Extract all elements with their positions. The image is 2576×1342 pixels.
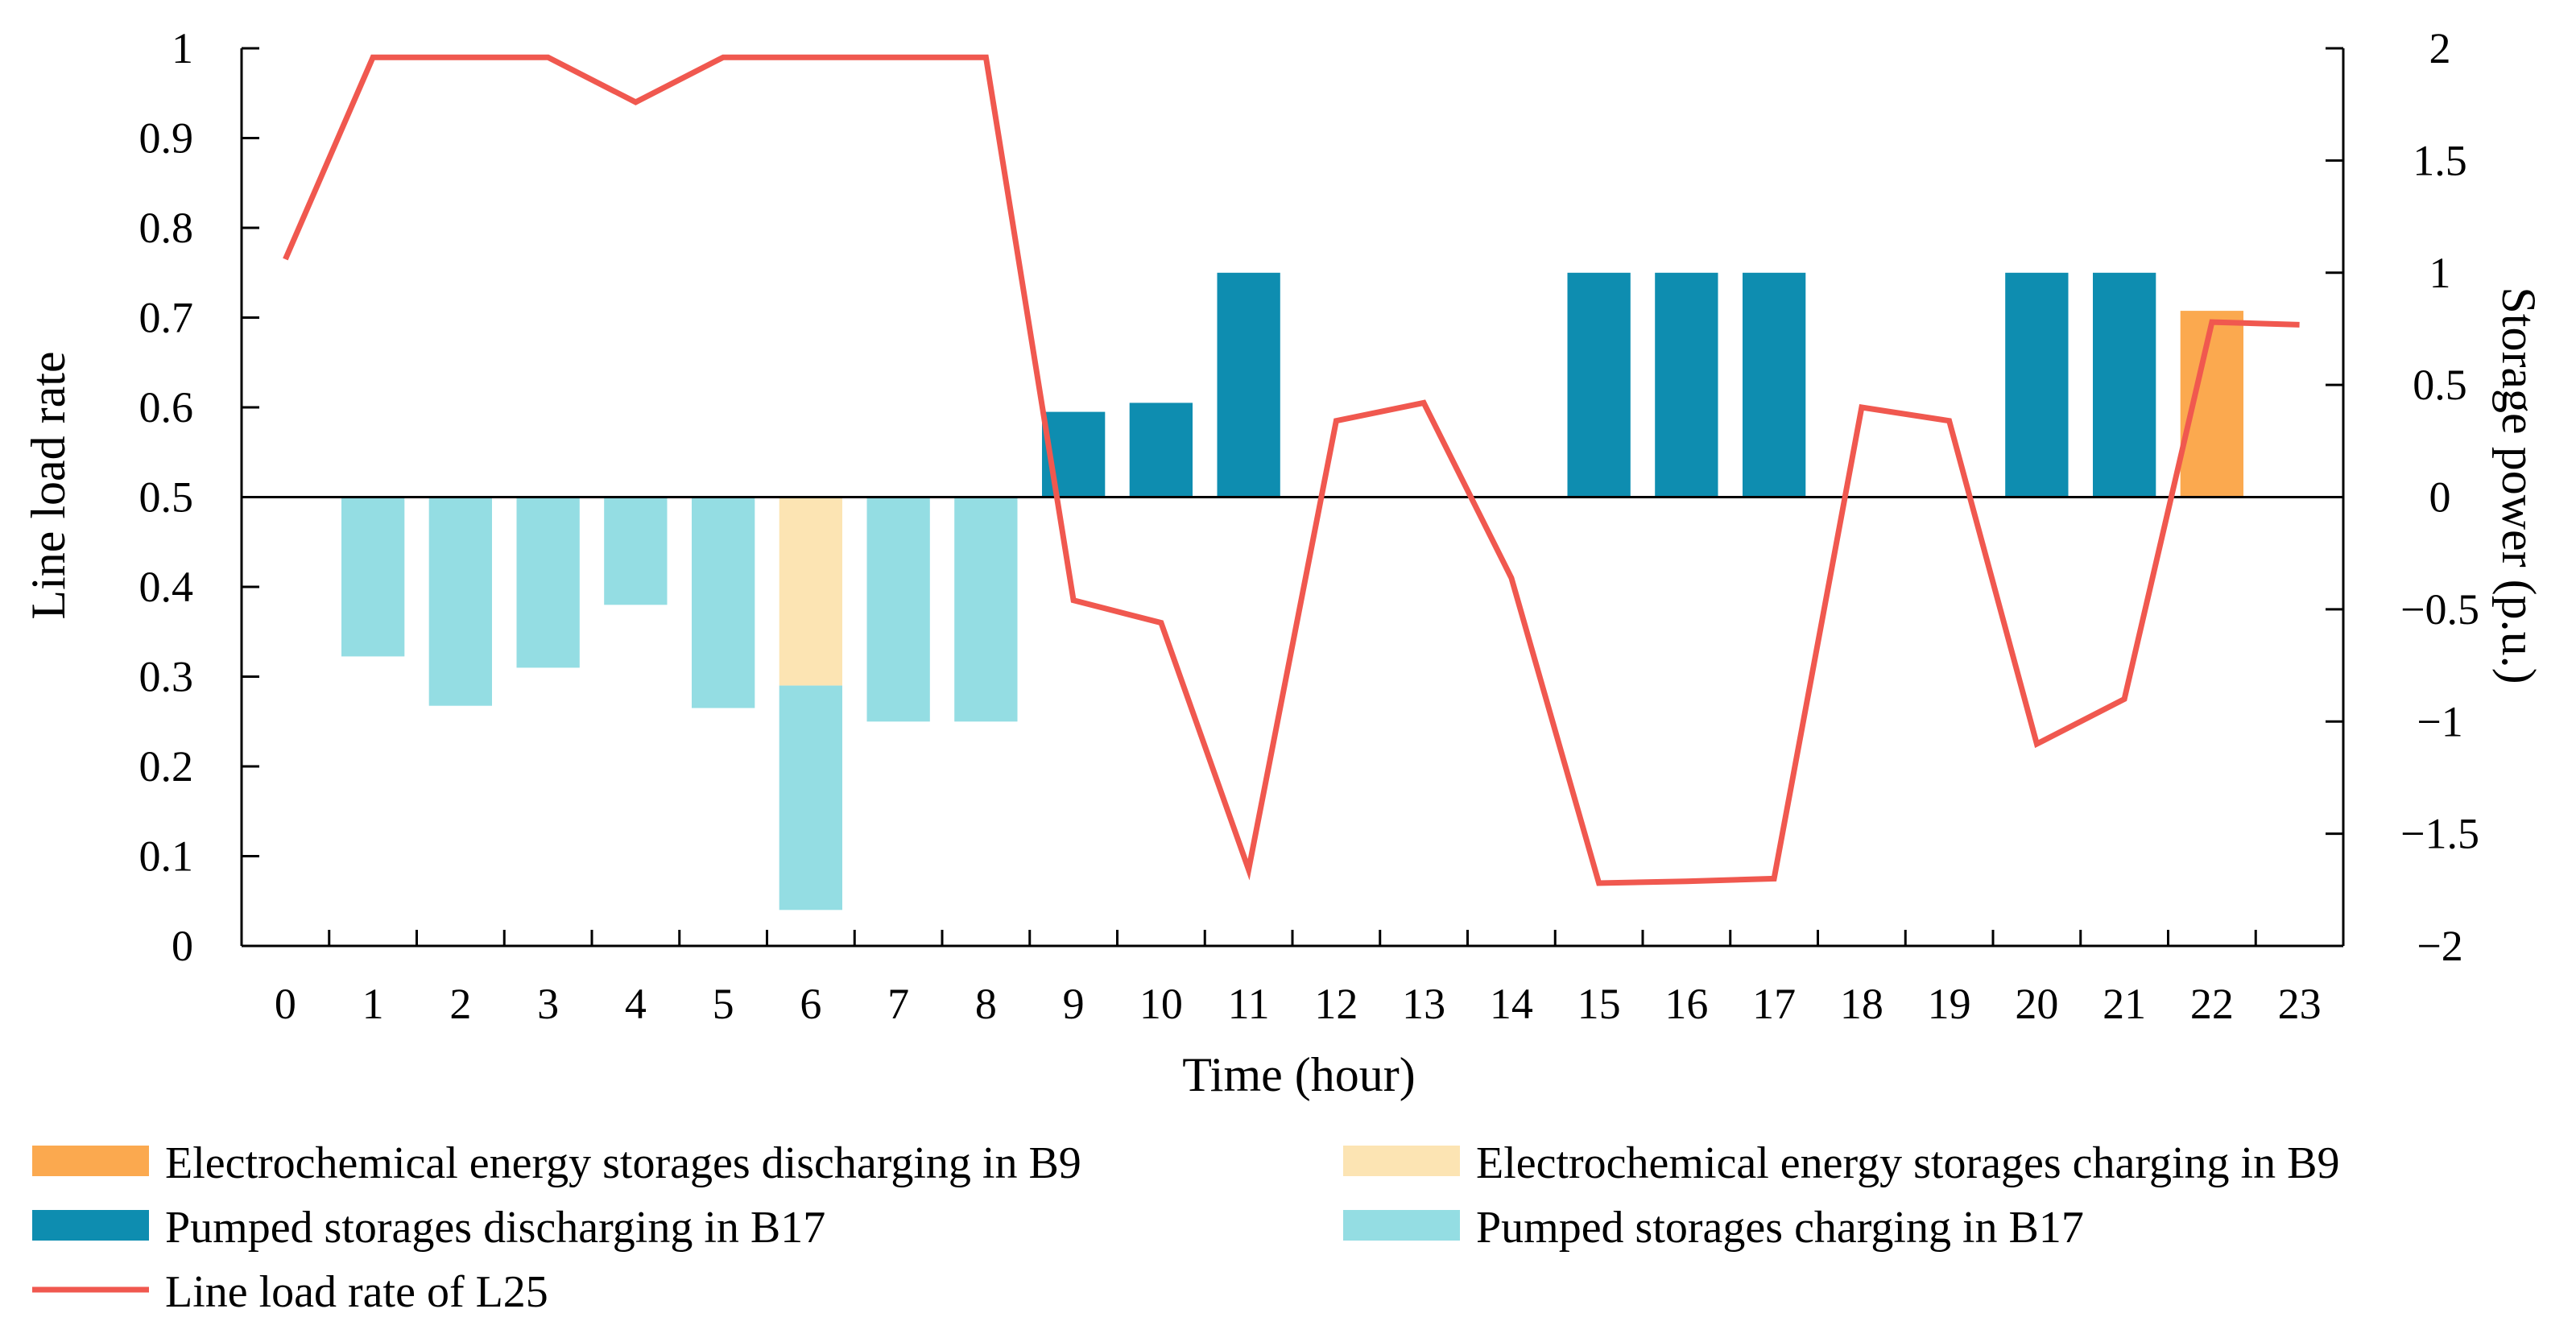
bar-electrochemical-energy-storages-discharging-in-b9-h22	[2180, 311, 2243, 498]
bar-pumped-storages-discharging-in-b17-h10	[1129, 403, 1193, 498]
legend-swatch-electrochemical-energy-storages-charging-in-b9	[1343, 1146, 1460, 1176]
legend-label-electrochemical-energy-storages-charging-in-b9: Electrochemical energy storages charging…	[1476, 1138, 2339, 1188]
y-right-tick-label: 0	[2429, 473, 2451, 522]
y-left-tick-label: 1	[172, 24, 193, 72]
bar-pumped-storages-discharging-in-b17-h17	[1743, 272, 1806, 498]
y-right-tick-label: −1.5	[2400, 810, 2479, 858]
legend-swatch-electrochemical-energy-storages-discharging-in-b9	[32, 1146, 149, 1176]
y-left-tick-label: 0.2	[139, 742, 194, 791]
y-left-tick-label: 0.9	[139, 114, 194, 163]
y-right-tick-label: −1	[2417, 697, 2462, 745]
bar-pumped-storages-charging-in-b17-h6	[779, 685, 842, 910]
y-right-tick-label: −2	[2417, 922, 2462, 970]
x-tick-label: 11	[1228, 980, 1270, 1028]
y-left-tick-label: 0.6	[139, 383, 194, 432]
x-tick-label: 22	[2190, 980, 2234, 1028]
legend: Electrochemical energy storages discharg…	[32, 1138, 2339, 1317]
x-tick-label: 14	[1490, 980, 1533, 1028]
y-left-tick-label: 0.5	[139, 473, 194, 522]
line-line-load-rate-of-l25	[283, 54, 2300, 886]
x-tick-label: 21	[2103, 980, 2146, 1028]
legend-label-electrochemical-energy-storages-discharging-in-b9: Electrochemical energy storages discharg…	[165, 1138, 1081, 1188]
x-axis-title: Time (hour)	[1182, 1048, 1415, 1101]
x-tick-label: 6	[800, 980, 821, 1028]
bar-pumped-storages-charging-in-b17-h3	[516, 497, 580, 668]
x-tick-label: 13	[1402, 980, 1445, 1028]
y-left-tick-label: 0	[172, 922, 193, 970]
bar-pumped-storages-discharging-in-b17-h20	[2005, 272, 2069, 498]
y-left-tick-label: 0.8	[139, 204, 194, 252]
bar-pumped-storages-charging-in-b17-h1	[341, 497, 405, 657]
x-tick-label: 7	[887, 980, 909, 1028]
x-tick-label: 4	[625, 980, 647, 1028]
x-tick-label: 23	[2278, 980, 2322, 1028]
bar-pumped-storages-charging-in-b17-h8	[954, 497, 1018, 722]
bars-layer	[341, 272, 2243, 910]
bar-electrochemical-energy-storages-charging-in-b9-h6	[779, 497, 842, 686]
ticks-layer: 0 0.1 0.2 0.3 0.4 0.5 0.6 0.7 0.8 0.9 1 −2 −1.5 −1 −0.…	[139, 24, 2479, 1028]
y-right-tick-label: 1	[2429, 249, 2451, 297]
bar-pumped-storages-charging-in-b17-h7	[866, 497, 930, 722]
x-tick-label: 3	[537, 980, 559, 1028]
y-left-tick-label: 0.3	[139, 653, 194, 701]
y-left-tick-label: 0.1	[139, 832, 194, 881]
x-tick-label: 20	[2015, 980, 2058, 1028]
x-tick-label: 8	[975, 980, 997, 1028]
legend-label-line-load-rate-of-l25: Line load rate of L25	[165, 1267, 548, 1317]
y-right-tick-label: −0.5	[2400, 585, 2479, 634]
legend-swatch-pumped-storages-discharging-in-b17	[32, 1210, 149, 1241]
bar-pumped-storages-discharging-in-b17-h15	[1567, 272, 1631, 498]
x-tick-label: 12	[1314, 980, 1358, 1028]
bar-pumped-storages-charging-in-b17-h4	[604, 497, 668, 605]
x-tick-label: 5	[713, 980, 734, 1028]
y-axis-right-title: Storage power (p.u.)	[2492, 287, 2545, 683]
legend-label-pumped-storages-discharging-in-b17: Pumped storages discharging in B17	[165, 1203, 825, 1253]
x-tick-label: 18	[1840, 980, 1883, 1028]
x-tick-label: 19	[1928, 980, 1971, 1028]
bar-pumped-storages-discharging-in-b17-h16	[1655, 272, 1718, 498]
x-tick-label: 1	[362, 980, 384, 1028]
legend-swatch-pumped-storages-charging-in-b17	[1343, 1210, 1460, 1241]
y-right-tick-label: 1.5	[2413, 136, 2467, 184]
y-left-tick-label: 0.4	[139, 563, 194, 611]
x-tick-label: 17	[1752, 980, 1796, 1028]
x-tick-label: 15	[1577, 980, 1621, 1028]
x-tick-label: 16	[1664, 980, 1708, 1028]
axes-layer	[240, 48, 2345, 948]
x-tick-label: 10	[1139, 980, 1183, 1028]
bar-pumped-storages-discharging-in-b17-h11	[1217, 272, 1280, 498]
y-right-tick-label: 2	[2429, 24, 2451, 72]
x-tick-label: 0	[275, 980, 296, 1028]
y-axis-left-title: Line load rate	[22, 351, 75, 619]
y-right-tick-label: 0.5	[2413, 361, 2467, 409]
y-left-tick-label: 0.7	[139, 294, 194, 342]
bar-pumped-storages-discharging-in-b17-h21	[2093, 272, 2156, 498]
line-layer	[283, 54, 2300, 886]
legend-label-pumped-storages-charging-in-b17: Pumped storages charging in B17	[1476, 1203, 2084, 1253]
x-tick-label: 2	[449, 980, 471, 1028]
bar-pumped-storages-charging-in-b17-h5	[692, 497, 755, 708]
x-tick-label: 9	[1063, 980, 1085, 1028]
bar-pumped-storages-charging-in-b17-h2	[428, 497, 492, 706]
